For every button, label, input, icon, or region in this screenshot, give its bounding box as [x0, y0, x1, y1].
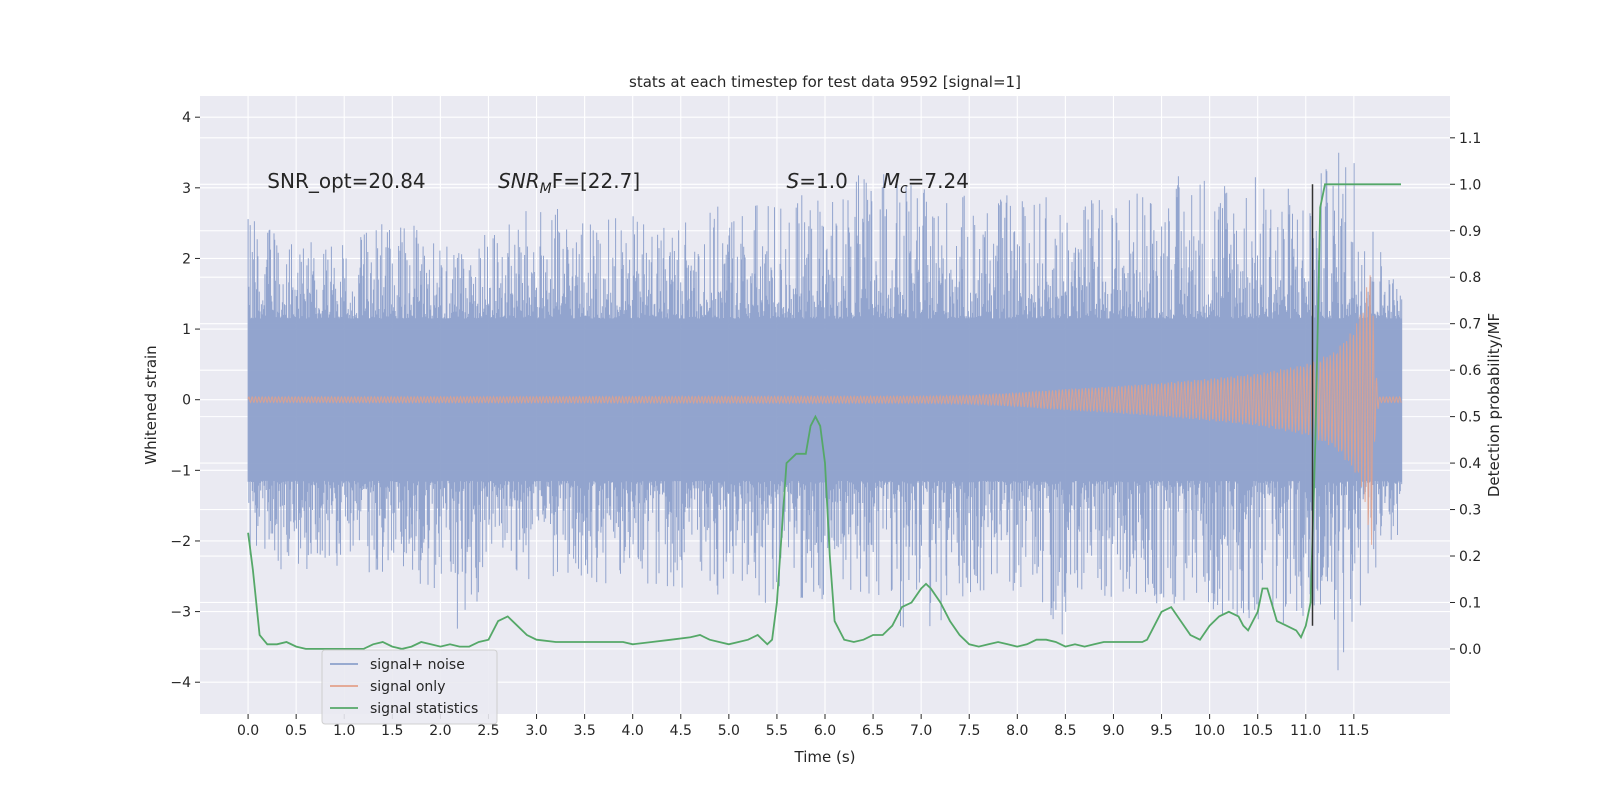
y2-tick-label-3: 0.3: [1459, 503, 1481, 519]
axis-ticks: 0.0 0.5 1.0 1.5 2.0 2.5 3.0 3.5 4.0 4.5 5.0 5.5 6.0 6…: [170, 110, 1481, 739]
signal-only-series: [247, 275, 1402, 545]
y2-tick-label-2: 0.2: [1459, 549, 1481, 565]
x-tick-label-16: 8.0: [1006, 723, 1028, 739]
x-tick-label-14: 7.0: [910, 723, 932, 739]
x-tick-label-11: 5.5: [766, 723, 788, 739]
signal-statistics-series: [247, 183, 1401, 650]
chart-title: stats at each timestep for test data 959…: [629, 73, 1021, 91]
annotation-chirp-mass: Mc=7.24: [883, 169, 969, 197]
y2-tick-label-11: 1.1: [1459, 131, 1481, 147]
x-tick-label-9: 4.5: [670, 723, 692, 739]
legend-label-signal-only: signal only: [370, 679, 445, 695]
y-tick-label-5: 1: [182, 322, 191, 338]
x-tick-label-1: 0.5: [285, 723, 307, 739]
y2-tick-label-6: 0.6: [1459, 363, 1481, 379]
x-tick-label-21: 10.5: [1242, 723, 1273, 739]
x-tick-label-6: 3.0: [525, 723, 547, 739]
series-signal-only: [247, 275, 1402, 545]
x-tick-label-22: 11.0: [1290, 723, 1321, 739]
x-tick-label-8: 4.0: [622, 723, 644, 739]
y2-tick-label-8: 0.8: [1459, 270, 1481, 286]
y-tick-label-2: −2: [170, 534, 191, 550]
x-tick-label-0: 0.0: [237, 723, 259, 739]
x-tick-label-12: 6.0: [814, 723, 836, 739]
y-tick-label-0: −4: [170, 675, 191, 691]
x-tick-label-13: 6.5: [862, 723, 884, 739]
y-tick-label-7: 3: [182, 181, 191, 197]
x-tick-label-2: 1.0: [333, 723, 355, 739]
y2-tick-label-5: 0.5: [1459, 410, 1481, 426]
x-tick-label-17: 8.5: [1054, 723, 1076, 739]
annotation-snr-mf: SNRMF=[22.7]: [498, 169, 640, 197]
x-tick-label-20: 10.0: [1194, 723, 1225, 739]
x-tick-label-7: 3.5: [573, 723, 595, 739]
legend-label-signal-statistics: signal statistics: [370, 701, 478, 717]
x-tick-label-18: 9.0: [1102, 723, 1124, 739]
x-tick-label-19: 9.5: [1150, 723, 1172, 739]
y2-axis-label: Detection probability/MF: [1485, 313, 1503, 497]
x-tick-label-3: 1.5: [381, 723, 403, 739]
legend: signal+ noise signal only signal statist…: [321, 649, 498, 725]
y-tick-label-6: 2: [182, 251, 191, 267]
y-tick-label-8: 4: [182, 110, 191, 126]
x-tick-label-5: 2.5: [477, 723, 499, 739]
x-axis-label: Time (s): [794, 748, 856, 766]
y2-tick-label-7: 0.7: [1459, 317, 1481, 333]
y2-tick-label-4: 0.4: [1459, 456, 1481, 472]
annotation-s-value: S=1.0: [787, 169, 848, 193]
y-tick-label-3: −1: [170, 463, 191, 479]
y2-tick-label-1: 0.1: [1459, 595, 1481, 611]
y2-tick-label-10: 1.0: [1459, 177, 1481, 193]
y2-tick-label-9: 0.9: [1459, 224, 1481, 240]
y-tick-label-4: 0: [182, 393, 191, 409]
annotation-snr-opt: SNR_opt=20.84: [267, 169, 425, 193]
legend-box: [321, 649, 498, 725]
x-tick-label-10: 5.0: [718, 723, 740, 739]
y-axis-label: Whitened strain: [142, 345, 160, 464]
x-tick-label-23: 11.5: [1338, 723, 1369, 739]
x-tick-label-15: 7.5: [958, 723, 980, 739]
legend-label-signal-noise: signal+ noise: [370, 657, 465, 673]
y-tick-label-1: −3: [170, 605, 191, 621]
y2-tick-label-0: 0.0: [1459, 642, 1481, 658]
series-signal-statistics: [247, 183, 1401, 650]
x-tick-label-4: 2.0: [429, 723, 451, 739]
annotations: SNR_opt=20.84 SNRMF=[22.7] S=1.0 Mc=7.24: [267, 169, 969, 197]
